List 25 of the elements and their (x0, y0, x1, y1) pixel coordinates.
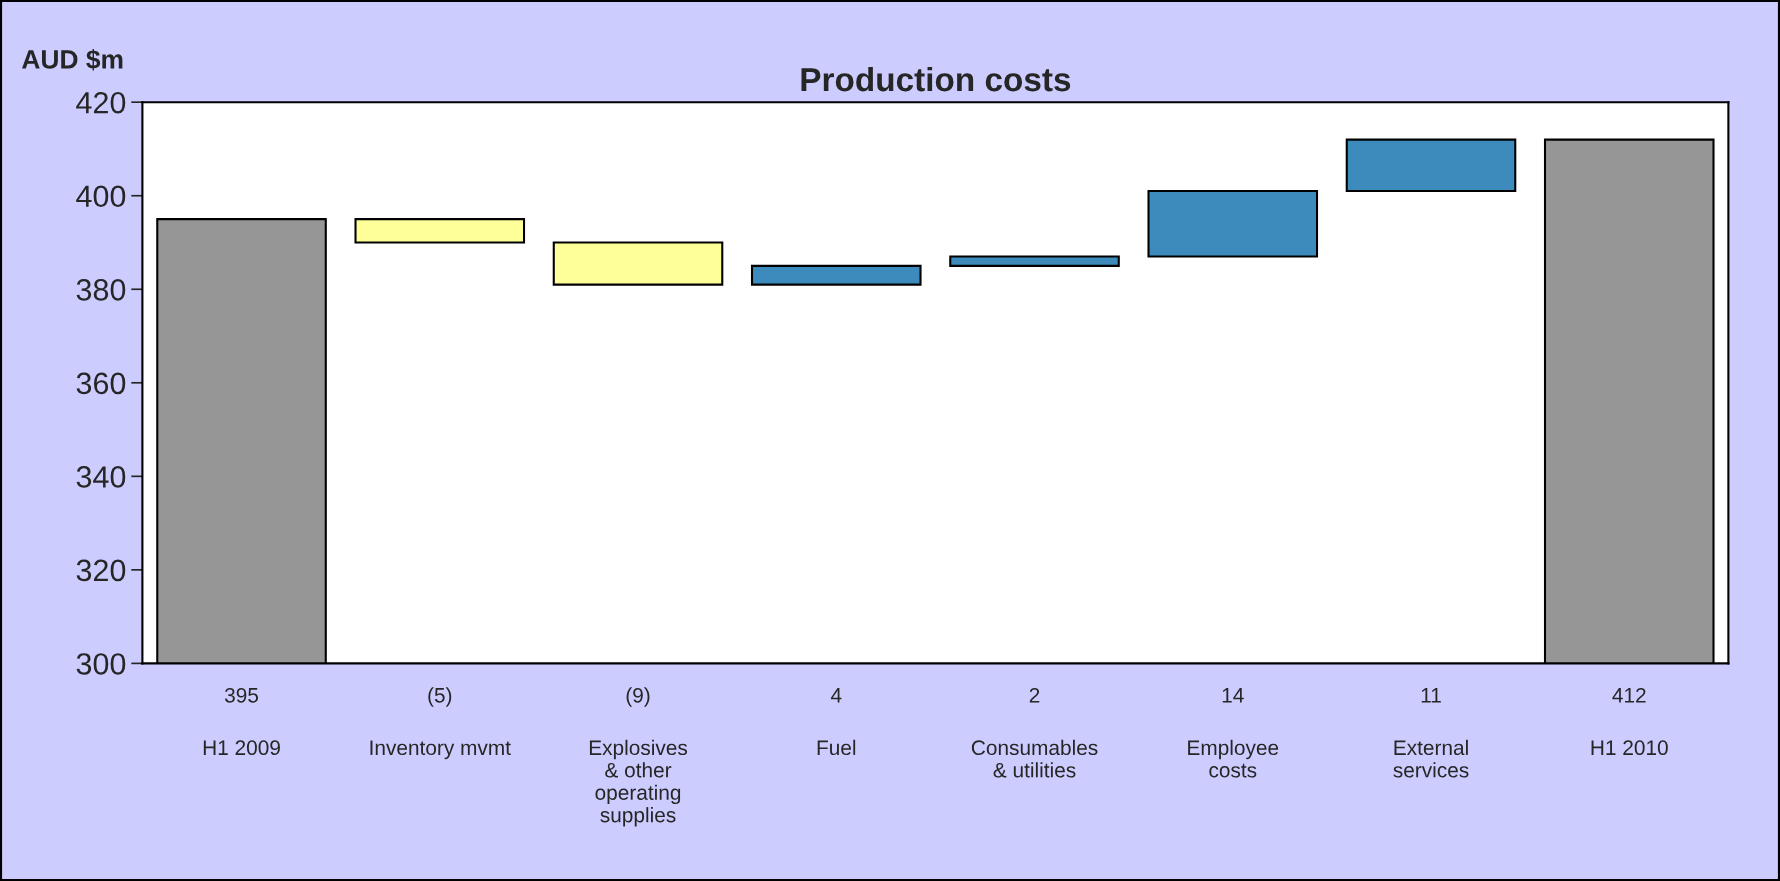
x-tick-label: Fuel (817, 739, 856, 756)
y-tick-label: 360 (76, 372, 126, 395)
data-label: 4 (830, 688, 842, 703)
y-tick-label: 420 (76, 91, 126, 114)
y-tick-label: 320 (76, 559, 126, 582)
y-tick-label: 400 (76, 185, 126, 208)
chart-title: Production costs (801, 66, 1071, 92)
data-label: 395 (224, 687, 259, 703)
y-axis-title: AUD $m (22, 48, 123, 71)
data-label: (5) (428, 687, 452, 707)
x-tick-label: External services (1393, 739, 1469, 778)
x-tick-label: Explosives & other operating supplies (589, 739, 688, 827)
data-label: 412 (1612, 687, 1646, 703)
x-tick-label: Consumables & utilities (971, 739, 1098, 778)
x-tick-label: H1 2010 (1591, 740, 1668, 756)
x-tick-label: Employee costs (1188, 739, 1279, 778)
y-tick-label: 340 (76, 466, 126, 488)
data-label: 11 (1421, 688, 1441, 703)
x-tick-label: H1 2009 (203, 740, 280, 756)
x-tick-label: Inventory mvmt (370, 740, 511, 760)
data-label: 14 (1222, 688, 1244, 703)
data-label: (9) (626, 687, 650, 707)
y-tick-label: 300 (76, 653, 126, 675)
y-tick-label: 380 (76, 279, 126, 301)
data-label: 2 (1029, 687, 1040, 703)
